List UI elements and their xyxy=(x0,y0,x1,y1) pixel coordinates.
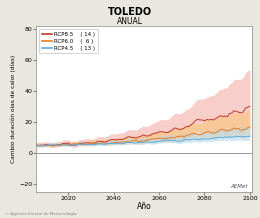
Text: TOLEDO: TOLEDO xyxy=(108,7,152,17)
Y-axis label: Cambio duración olas de calor (días): Cambio duración olas de calor (días) xyxy=(11,55,16,163)
Text: ANUAL: ANUAL xyxy=(117,17,143,26)
Text: © Agencia Estatal de Meteorología: © Agencia Estatal de Meteorología xyxy=(5,212,77,216)
X-axis label: Año: Año xyxy=(137,202,152,211)
Text: AEMet: AEMet xyxy=(230,184,248,189)
Legend: RCP8.5    ( 14 ), RCP6.0    (  6 ), RCP4.5    ( 13 ): RCP8.5 ( 14 ), RCP6.0 ( 6 ), RCP4.5 ( 13… xyxy=(39,29,98,53)
